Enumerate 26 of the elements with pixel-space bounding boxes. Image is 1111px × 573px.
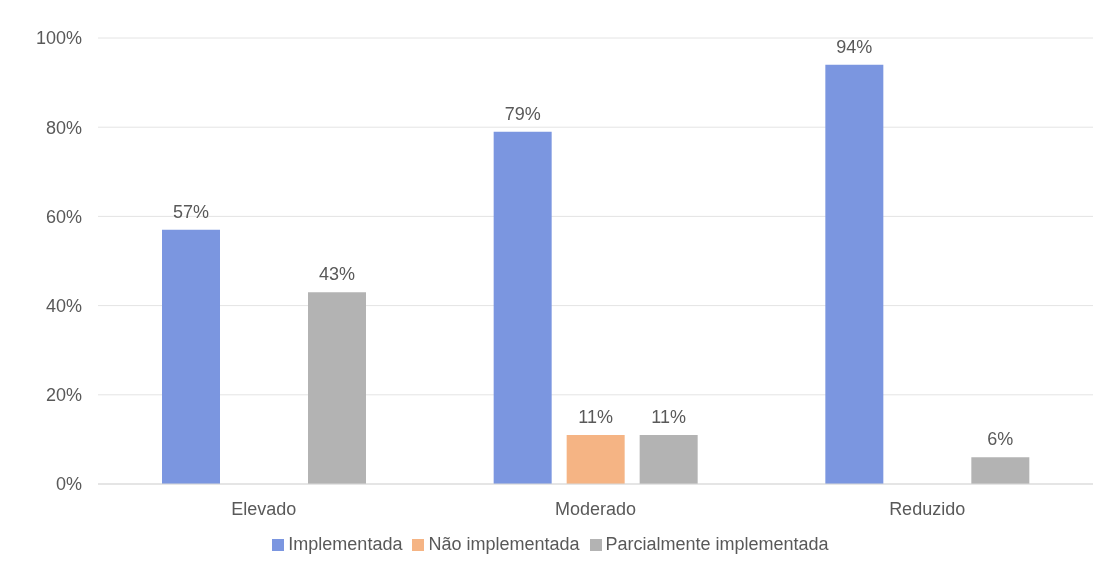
legend-label: Implementada bbox=[288, 534, 403, 554]
x-tick-label: Elevado bbox=[231, 498, 297, 519]
bar bbox=[566, 434, 625, 484]
y-tick-label: 60% bbox=[45, 206, 82, 227]
x-tick-label: Reduzido bbox=[889, 498, 966, 519]
y-tick-label: 40% bbox=[45, 295, 82, 316]
y-tick-label: 100% bbox=[35, 28, 82, 49]
data-label: 43% bbox=[318, 264, 356, 285]
data-label: 94% bbox=[836, 36, 873, 57]
y-tick-label: 20% bbox=[45, 385, 82, 406]
bar bbox=[162, 229, 220, 484]
legend-label: Parcialmente implementada bbox=[605, 534, 829, 554]
y-tick-label: 0% bbox=[55, 474, 82, 495]
data-label: 6% bbox=[987, 429, 1014, 450]
data-label: 57% bbox=[172, 201, 210, 222]
x-tick-label: Moderado bbox=[554, 498, 637, 519]
bar bbox=[971, 457, 1030, 484]
data-label: 11% bbox=[578, 406, 614, 427]
bar bbox=[493, 131, 552, 484]
data-label: 11% bbox=[651, 406, 687, 427]
legend-label: Não implementada bbox=[428, 534, 580, 554]
y-tick-label: 80% bbox=[45, 117, 82, 138]
data-label: 79% bbox=[504, 103, 541, 124]
bar bbox=[639, 434, 698, 484]
bar bbox=[825, 64, 884, 484]
bar bbox=[308, 292, 366, 484]
